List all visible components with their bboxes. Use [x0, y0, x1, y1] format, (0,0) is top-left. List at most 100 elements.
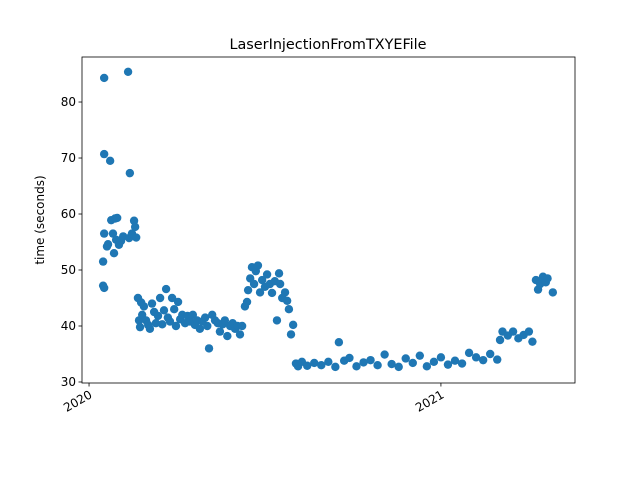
point: [243, 285, 253, 295]
point: [165, 317, 175, 326]
point: [159, 306, 169, 315]
point: [131, 233, 141, 242]
y-axis-label: time (seconds): [33, 175, 47, 264]
point: [257, 275, 267, 285]
point: [443, 360, 453, 369]
point: [493, 355, 502, 364]
point: [105, 156, 115, 166]
point: [237, 321, 247, 331]
point: [173, 297, 183, 307]
point: [345, 353, 354, 363]
point: [242, 297, 252, 307]
point: [99, 283, 109, 293]
point: [275, 279, 285, 289]
point: [203, 321, 212, 331]
point: [334, 338, 344, 347]
point: [151, 318, 161, 328]
point: [204, 344, 214, 353]
point: [528, 337, 537, 346]
point: [508, 327, 518, 336]
point: [284, 304, 294, 314]
point: [543, 274, 552, 283]
point: [272, 316, 282, 325]
point: [387, 359, 396, 369]
point: [169, 304, 179, 314]
y-tick-label: 80: [61, 95, 76, 109]
point: [125, 168, 135, 178]
y-tick-label: 30: [61, 375, 76, 389]
y-tick-label: 70: [61, 151, 76, 165]
point: [215, 327, 225, 336]
point: [471, 353, 481, 362]
point: [524, 327, 534, 336]
point: [352, 362, 361, 371]
point: [331, 362, 340, 372]
point: [155, 293, 165, 303]
point: [139, 302, 149, 311]
x-tick-label: 2021: [413, 387, 446, 414]
point: [274, 269, 284, 278]
y-tick-label: 60: [61, 207, 76, 221]
point: [99, 229, 109, 238]
point: [147, 299, 157, 308]
point: [324, 357, 333, 367]
point: [280, 288, 290, 297]
point: [415, 351, 425, 360]
point: [310, 358, 319, 368]
point: [450, 356, 460, 365]
point: [220, 316, 230, 325]
point: [235, 330, 245, 339]
point: [464, 348, 474, 358]
point: [103, 240, 113, 249]
point: [195, 324, 205, 333]
point: [161, 284, 171, 294]
point: [288, 320, 298, 330]
point: [253, 261, 263, 270]
y-tick-label: 40: [61, 319, 76, 333]
point: [112, 213, 122, 223]
point: [429, 357, 439, 367]
point: [457, 359, 467, 368]
point: [548, 288, 558, 297]
point: [145, 324, 155, 333]
y-tick-label: 50: [61, 263, 76, 277]
point: [249, 279, 259, 289]
point: [200, 313, 210, 322]
point: [422, 362, 432, 371]
point: [408, 358, 417, 368]
point: [401, 354, 410, 363]
point: [109, 249, 119, 258]
plot-frame: [81, 56, 576, 384]
point: [478, 355, 488, 365]
point: [373, 360, 382, 370]
point: [167, 293, 177, 303]
point: [158, 320, 167, 329]
point: [123, 67, 133, 76]
point: [282, 296, 292, 306]
point: [223, 331, 232, 341]
point: [436, 353, 446, 362]
x-tick-label: 2020: [61, 387, 94, 414]
point: [99, 149, 109, 159]
point: [359, 358, 368, 367]
point: [366, 355, 375, 365]
point: [262, 270, 272, 279]
point: [485, 349, 495, 359]
point: [394, 362, 403, 372]
point: [267, 288, 277, 298]
point: [286, 330, 296, 339]
point: [255, 288, 265, 297]
point: [153, 311, 163, 321]
point: [317, 360, 326, 370]
point: [303, 361, 312, 370]
point: [495, 335, 505, 345]
point: [98, 257, 108, 266]
point: [99, 73, 109, 83]
point: [130, 222, 140, 232]
point: [380, 350, 389, 359]
point: [135, 322, 145, 332]
point: [171, 321, 181, 331]
chart-title: LaserInjectionFromTXYEFile: [229, 37, 426, 53]
